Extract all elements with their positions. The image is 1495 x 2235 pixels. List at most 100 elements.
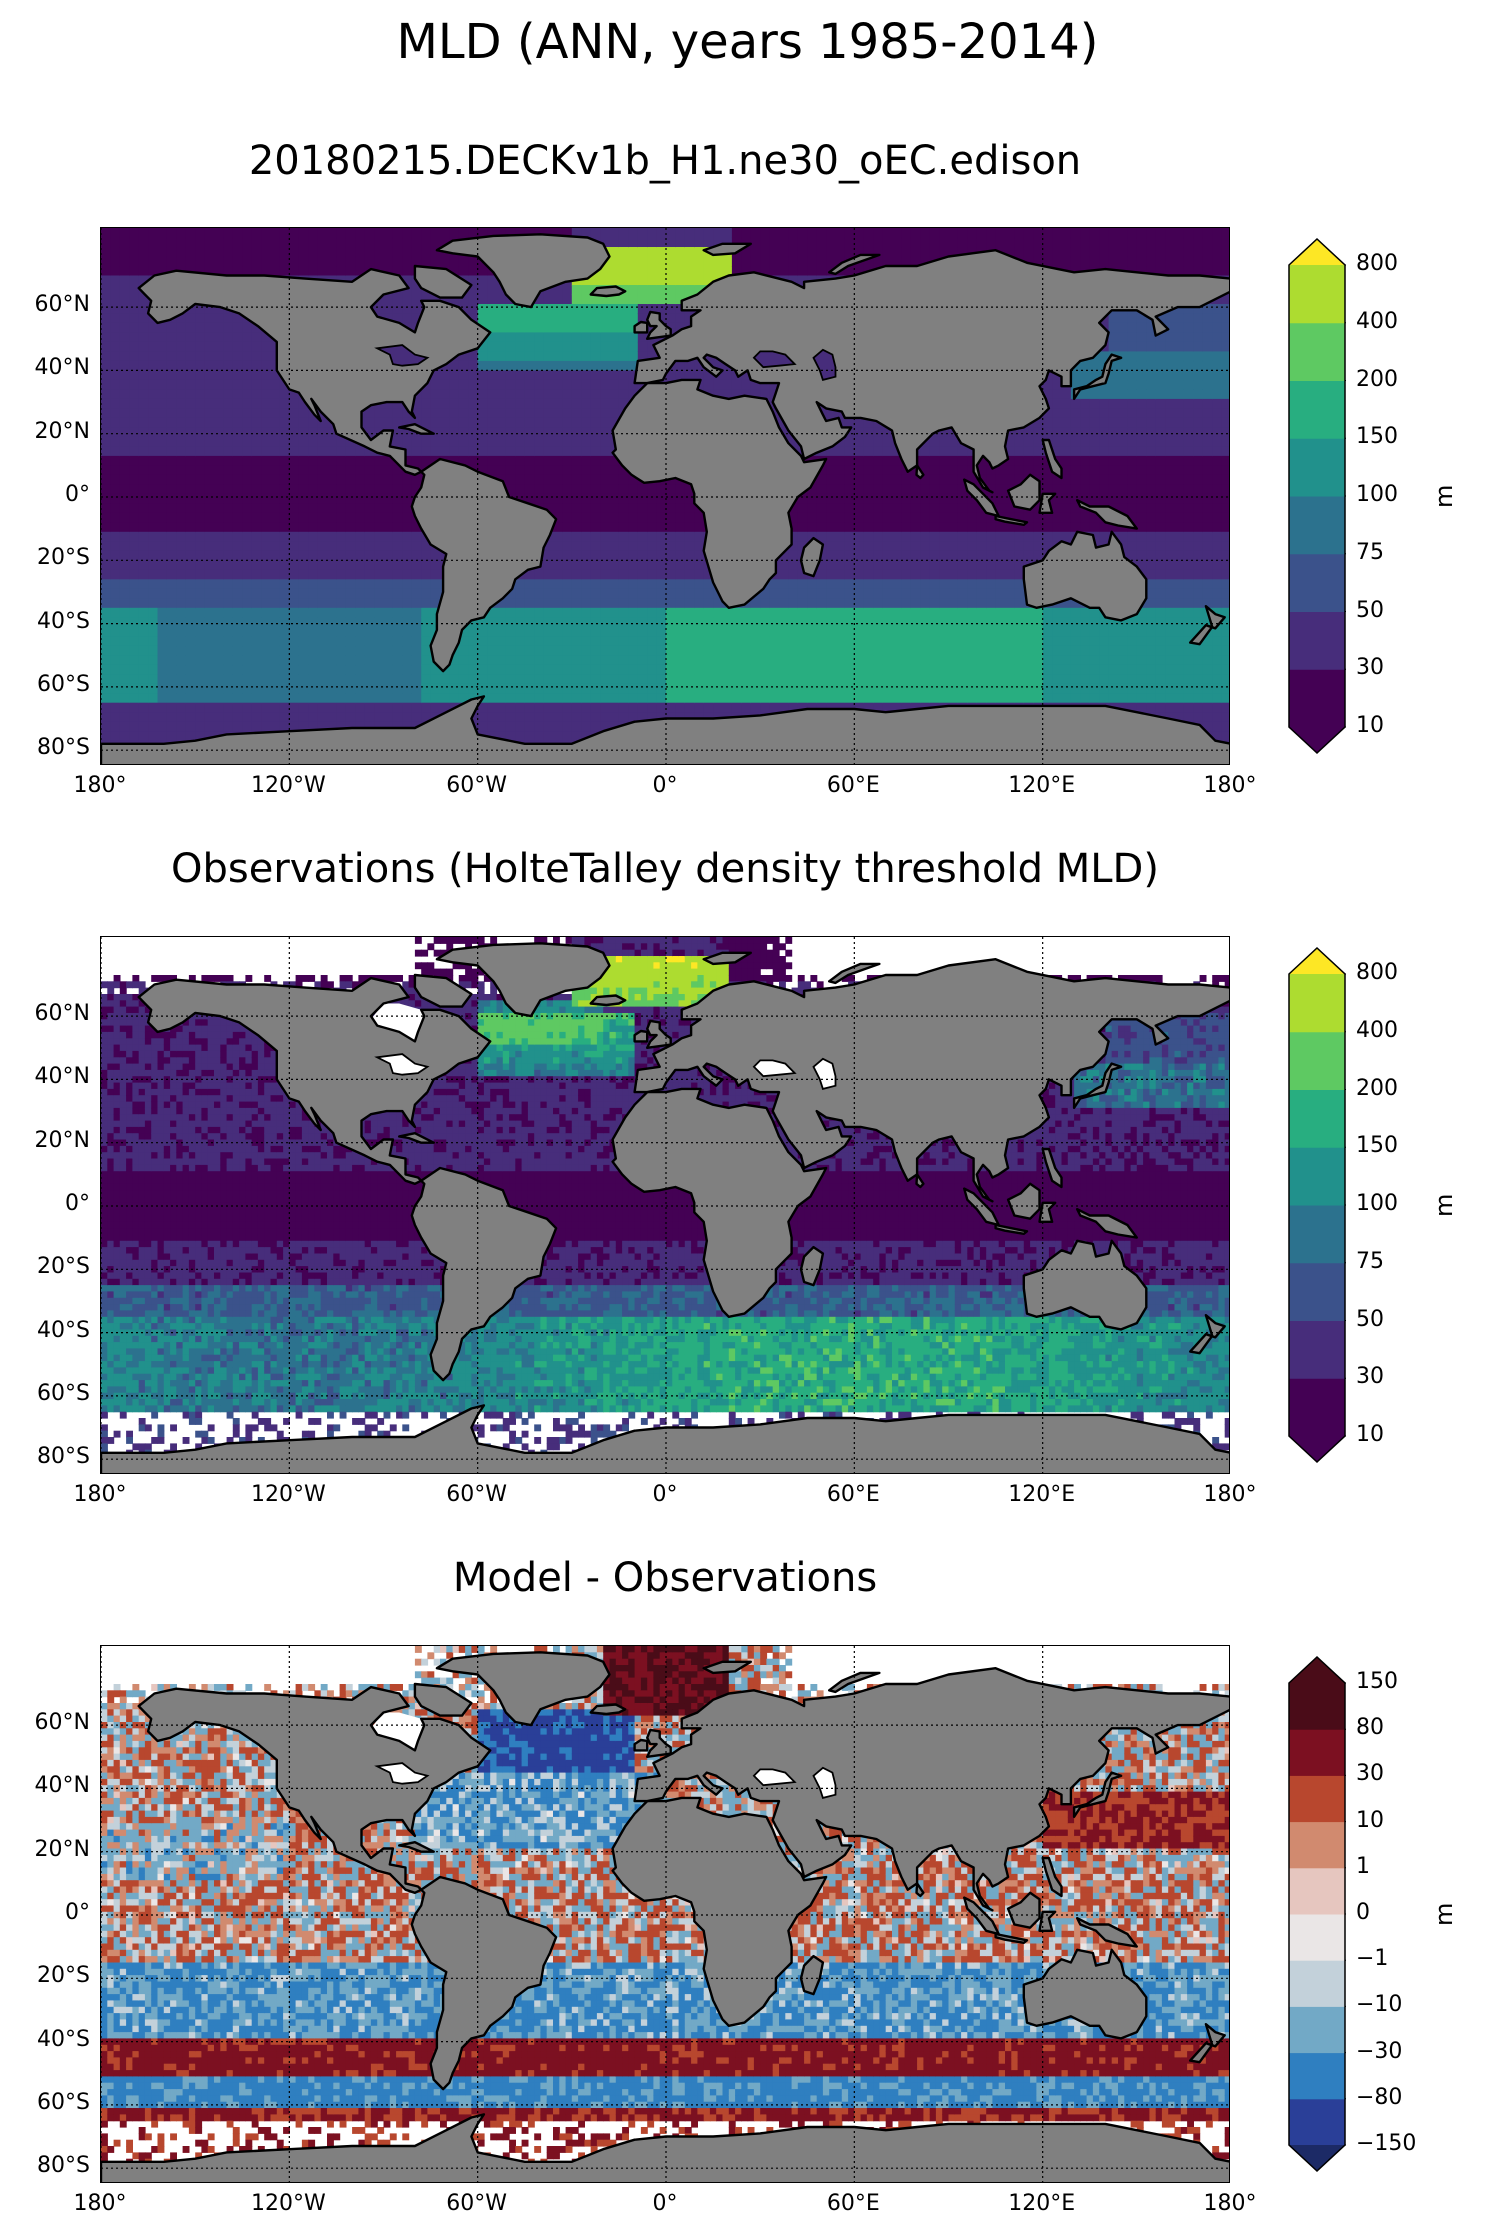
lon-tick-label: 60°E [803,1482,903,1507]
land-eurasia [633,958,1229,1203]
lon-tick-label: 120°E [992,2191,1092,2216]
lat-tick-label: 20°S [0,545,90,570]
lon-tick-label: 60°W [427,1482,527,1507]
land-sri-lanka [915,464,925,480]
land-africa [611,378,828,609]
lake-great-lakes [374,1053,430,1076]
panel-title-difference: Model - Observations [100,1555,1230,1601]
land-greenland [435,942,611,1018]
lat-tick-label: 80°S [0,1444,90,1469]
land-novaya-zemlya [828,253,881,276]
land-baffin [413,264,473,299]
land-australia [1022,530,1148,622]
colorbar-bin [1289,1775,1345,1823]
colorbar [1288,1655,1346,2173]
land-new-zealand [1189,605,1226,646]
land-ireland [633,1738,649,1752]
colorbar-tick-label: 800 [1356,251,1398,276]
figure-title: MLD (ANN, years 1985-2014) [0,14,1495,70]
colorbar-bin [1289,1147,1345,1206]
colorbar-tick-label: 150 [1356,1669,1398,1694]
gridlines [101,228,1229,764]
colorbar-bin [1289,380,1345,439]
land-antarctica [101,1404,1229,1473]
land-borneo [1006,1891,1041,1929]
land-north-america [137,976,492,1185]
land-masses [101,233,1229,764]
lon-tick-label: 60°W [427,2191,527,2216]
no-data-hudson-bay [370,1712,425,1751]
land-svalbard [702,242,752,257]
lat-tick-label: 40°N [0,1064,90,1089]
gridlines [101,937,1229,1473]
colorbar-under-extension [1289,1436,1345,1462]
colorbar-bin [1289,438,1345,497]
lon-tick-label: 120°W [238,773,338,798]
lake-great-lakes [374,344,430,367]
lon-tick-label: 0° [615,2191,715,2216]
colorbar-bin [1289,265,1345,324]
land-madagascar [799,536,825,578]
lat-tick-label: 40°S [0,2027,90,2052]
land-java [994,514,1029,526]
land-philippines [1041,1856,1063,1898]
land-sumatra [963,478,1000,518]
land-iceland [589,994,627,1007]
land-masses [101,942,1229,1473]
colorbar-wrapper [1288,1645,1346,2187]
land-japan [1072,1062,1123,1110]
lake-caspian [812,1766,837,1799]
lon-tick-label: 180° [50,2191,150,2216]
colorbar-tick-label: 30 [1356,1761,1384,1786]
land-novaya-zemlya [828,1671,881,1694]
colorbar-tick-label: 0 [1356,1900,1370,1925]
lake-caspian [812,1057,837,1090]
lon-tick-label: 180° [1180,1482,1280,1507]
colorbar-unit-label: m [1430,1903,1458,1926]
colorbar-tick-label: 200 [1356,1076,1398,1101]
lake-black-sea [752,1768,797,1787]
land-new-guinea [1076,1208,1138,1239]
colorbar-bin [1289,1031,1345,1090]
colorbar-tick-label: 150 [1356,424,1398,449]
land-greenland [435,1651,611,1727]
colorbar-bin [1289,1960,1345,2007]
map-frame [100,936,1230,1474]
lon-tick-label: 180° [1180,2191,1280,2216]
lat-tick-label: 20°N [0,419,90,444]
colorbar-over-extension [1289,948,1345,974]
land-north-america [137,1685,492,1894]
colorbar-over-extension [1289,1657,1345,1683]
lake-caspian [812,348,837,381]
lon-tick-label: 0° [615,773,715,798]
colorbar-under-extension [1289,2145,1345,2171]
land-madagascar [799,1954,825,1996]
colorbar-unit-label: m [1430,485,1458,508]
map-plot [101,228,1229,764]
colorbar-tick-label: 75 [1356,540,1384,565]
colorbar-tick-label: 30 [1356,1364,1384,1389]
lon-tick-label: 180° [1180,773,1280,798]
colorbar-bin [1289,322,1345,381]
colorbar-bin [1289,1205,1345,1264]
colorbar-tick-label: −80 [1356,2085,1402,2110]
colorbar-bin [1289,2006,1345,2054]
map-plot [101,1646,1229,2182]
lat-tick-label: 20°N [0,1837,90,1862]
lat-tick-label: 60°S [0,1381,90,1406]
colorbar-bin [1289,974,1345,1033]
land-baffin [413,1682,473,1717]
colorbar-tick-label: −1 [1356,1946,1388,1971]
land-masses [101,1651,1229,2182]
land-antarctica [101,695,1229,764]
land-uk [646,1019,672,1049]
land-africa [611,1087,828,1318]
colorbar-tick-label: 100 [1356,1191,1398,1216]
colorbar [1288,946,1346,1464]
colorbar-bin [1289,1262,1345,1321]
colorbar-bin [1289,1867,1345,1915]
colorbar-bin [1289,1821,1345,1869]
colorbar-tick-label: 150 [1356,1133,1398,1158]
colorbar-unit-label: m [1430,1194,1458,1217]
colorbar-tick-label: 10 [1356,1808,1384,1833]
